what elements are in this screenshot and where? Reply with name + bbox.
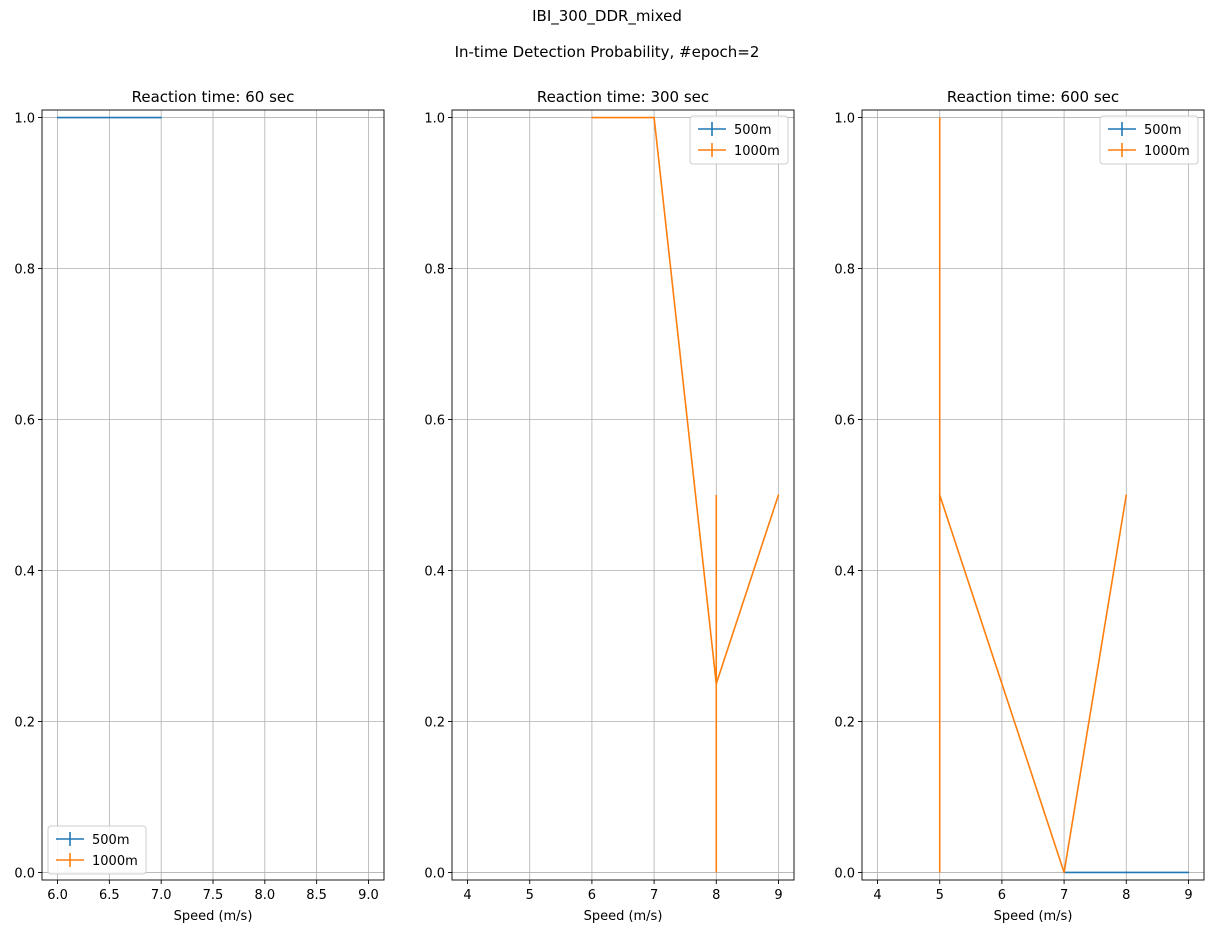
series-line-1000m [938,494,1128,873]
x-tick-label: 7 [650,888,658,903]
axes-frame [861,109,1205,881]
x-tick-label: 9 [774,888,782,903]
x-tick-label: 6 [998,888,1006,903]
y-tick-label: 0.8 [424,263,445,278]
x-tick-label: 8 [712,888,720,903]
legend-box [47,825,147,875]
x-tick-label: 7.5 [203,888,224,903]
series-line-1000m [591,116,780,684]
x-tick-label: 8.0 [254,888,275,903]
x-tick-label: 7.0 [151,888,172,903]
y-tick-label: 0.0 [834,866,855,881]
y-tick-label: 1.0 [834,112,855,127]
legend: 500m 1000m [1099,115,1199,165]
figure-title: IBI_300_DDR_mixed [532,7,682,25]
x-tick-label: 6 [588,888,596,903]
y-tick-label: 0.0 [424,866,445,881]
subplot-3: 4 5 6 7 8 9 0.0 0.2 0.4 0.6 0.8 1.0 Reaction time: 6… [834,88,1205,924]
subplot-title: Reaction time: 600 sec [947,88,1119,106]
x-tick-label: 5 [936,888,944,903]
axes-frame [451,109,795,881]
legend: 500m 1000m [47,825,147,875]
x-tick-label: 4 [873,888,881,903]
legend-entry: 500m [92,833,129,848]
x-tick-label: 9.0 [358,888,379,903]
subplot-2: 4 5 6 7 8 9 0.0 0.2 0.4 0.6 0.8 1.0 Reaction time: 3… [424,88,795,924]
y-tick-label: 1.0 [14,112,35,127]
x-tick-label: 6.0 [47,888,68,903]
legend-entry: 1000m [734,144,780,159]
y-tick-label: 0.2 [14,715,35,730]
y-tick-label: 0.8 [14,263,35,278]
legend: 500m 1000m [689,115,789,165]
x-axis-label: Speed (m/s) [174,909,253,924]
y-tick-label: 0.8 [834,263,855,278]
subplot-1: 6.0 6.5 7.0 7.5 8.0 8.5 9.0 0.0 0.2 0.4 0.6 0.8 1.0 R… [14,88,385,924]
y-tick-label: 0.4 [424,564,445,579]
x-tick-label: 4 [463,888,471,903]
legend-entry: 500m [734,123,771,138]
x-tick-label: 5 [526,888,534,903]
y-tick-label: 0.2 [424,715,445,730]
legend-box [689,115,789,165]
y-tick-label: 0.4 [14,564,35,579]
legend-entry: 500m [1144,123,1181,138]
x-tick-label: 6.5 [99,888,120,903]
x-tick-label: 8 [1122,888,1130,903]
figure-subtitle: In-time Detection Probability, #epoch=2 [454,43,760,61]
y-tick-label: 0.6 [424,414,445,429]
x-tick-label: 8.5 [306,888,327,903]
x-tick-label: 9 [1184,888,1192,903]
x-axis-label: Speed (m/s) [994,909,1073,924]
x-tick-label: 7 [1060,888,1068,903]
y-tick-label: 0.4 [834,564,855,579]
y-tick-label: 0.2 [834,715,855,730]
y-tick-label: 0.6 [834,414,855,429]
y-tick-label: 0.0 [14,866,35,881]
subplot-title: Reaction time: 300 sec [537,88,709,106]
x-axis-label: Speed (m/s) [584,909,663,924]
y-tick-label: 1.0 [424,112,445,127]
legend-entry: 1000m [1144,144,1190,159]
legend-box [1099,115,1199,165]
y-tick-label: 0.6 [14,414,35,429]
subplot-title: Reaction time: 60 sec [132,88,295,106]
legend-entry: 1000m [92,854,138,869]
